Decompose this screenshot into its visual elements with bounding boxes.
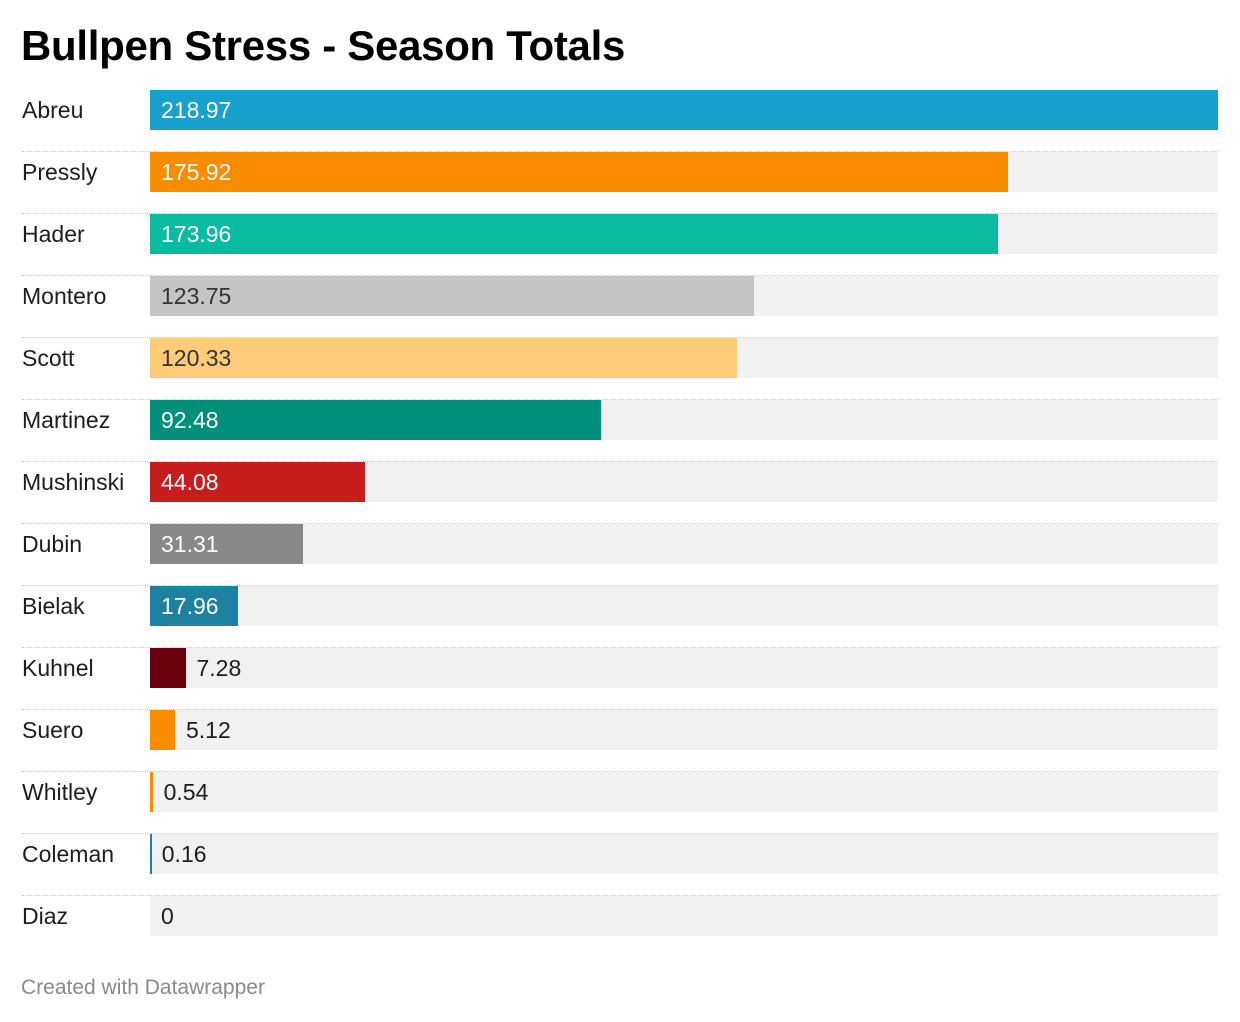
bar-track: 173.96 bbox=[150, 214, 1218, 254]
bar-whitley[interactable] bbox=[150, 772, 153, 812]
bar-track: 0.54 bbox=[150, 772, 1218, 812]
category-label: Bielak bbox=[22, 593, 85, 619]
bar-abreu[interactable] bbox=[150, 90, 1218, 130]
row-divider bbox=[22, 461, 1218, 462]
value-label: 31.31 bbox=[161, 531, 219, 557]
bar-coleman[interactable] bbox=[150, 834, 152, 874]
row-divider bbox=[22, 151, 1218, 152]
value-label: 218.97 bbox=[161, 97, 232, 123]
value-label: 0.16 bbox=[161, 841, 207, 867]
bar-row-diaz: Diaz 0 bbox=[22, 896, 1218, 958]
category-label: Scott bbox=[22, 345, 75, 371]
row-divider bbox=[22, 833, 1218, 834]
value-label: 5.12 bbox=[185, 717, 231, 743]
row-divider bbox=[22, 275, 1218, 276]
bar-row-pressly: Pressly 175.92 bbox=[22, 152, 1218, 214]
value-label: 173.96 bbox=[161, 221, 232, 247]
bar-track: 5.12 bbox=[150, 710, 1218, 750]
bar-dubin[interactable] bbox=[150, 524, 303, 564]
row-divider bbox=[22, 213, 1218, 214]
category-label: Hader bbox=[22, 221, 85, 247]
category-label: Martinez bbox=[22, 407, 111, 433]
bar-track: 44.08 bbox=[150, 462, 1218, 502]
bar-track: 218.97 bbox=[150, 90, 1218, 130]
value-label: 44.08 bbox=[161, 469, 219, 495]
chart-title: Bullpen Stress - Season Totals bbox=[21, 22, 626, 69]
row-divider bbox=[22, 523, 1218, 524]
bar-row-martinez: Martinez 92.48 bbox=[22, 400, 1218, 462]
category-label: Montero bbox=[22, 283, 107, 309]
bar-row-bielak: Bielak 17.96 bbox=[22, 586, 1218, 648]
bar-row-whitley: Whitley 0.54 bbox=[22, 772, 1218, 834]
value-label: 175.92 bbox=[161, 159, 232, 185]
bar-mushinski[interactable] bbox=[150, 462, 365, 502]
row-divider bbox=[22, 895, 1218, 896]
bar-track: 0 bbox=[150, 896, 1218, 936]
row-divider bbox=[22, 771, 1218, 772]
bar-martinez[interactable] bbox=[150, 400, 602, 440]
row-divider bbox=[22, 399, 1218, 400]
category-label: Coleman bbox=[22, 841, 115, 867]
value-label: 123.75 bbox=[161, 283, 232, 309]
bar-row-kuhnel: Kuhnel 7.28 bbox=[22, 648, 1218, 710]
bar-pressly[interactable] bbox=[150, 152, 1009, 192]
row-divider bbox=[22, 709, 1218, 710]
bar-bielak[interactable] bbox=[150, 586, 238, 626]
bar-row-abreu: Abreu 218.97 bbox=[22, 90, 1218, 152]
bar-track: 175.92 bbox=[150, 152, 1218, 192]
bar-track: 31.31 bbox=[150, 524, 1218, 564]
value-label: 92.48 bbox=[161, 407, 219, 433]
bar-track: 17.96 bbox=[150, 586, 1218, 626]
bar-row-coleman: Coleman 0.16 bbox=[22, 834, 1218, 896]
category-label: Diaz bbox=[22, 903, 69, 929]
bar-row-montero: Montero 123.75 bbox=[22, 276, 1218, 338]
bar-row-hader: Hader 173.96 bbox=[22, 214, 1218, 276]
bar-suero[interactable] bbox=[150, 710, 175, 750]
category-label: Suero bbox=[22, 717, 84, 743]
row-divider bbox=[22, 585, 1218, 586]
bar-track: 7.28 bbox=[150, 648, 1218, 688]
value-label: 0.54 bbox=[163, 779, 209, 805]
bar-row-scott: Scott 120.33 bbox=[22, 338, 1218, 400]
bar-kuhnel[interactable] bbox=[150, 648, 186, 688]
category-label: Dubin bbox=[22, 531, 83, 557]
bar-row-dubin: Dubin 31.31 bbox=[22, 524, 1218, 586]
row-divider bbox=[22, 647, 1218, 648]
datawrapper-credit[interactable]: Created with Datawrapper bbox=[21, 976, 265, 999]
bar-track: 0.16 bbox=[150, 834, 1218, 874]
category-label: Whitley bbox=[22, 779, 98, 805]
value-label: 0 bbox=[161, 903, 174, 929]
value-label: 120.33 bbox=[161, 345, 232, 371]
value-label: 7.28 bbox=[196, 655, 242, 681]
bar-hader[interactable] bbox=[150, 214, 999, 254]
category-label: Abreu bbox=[22, 97, 84, 123]
bar-row-mushinski: Mushinski 44.08 bbox=[22, 462, 1218, 524]
bar-track: 120.33 bbox=[150, 338, 1218, 378]
category-label: Mushinski bbox=[22, 469, 125, 495]
bar-row-suero: Suero 5.12 bbox=[22, 710, 1218, 772]
value-label: 17.96 bbox=[161, 593, 219, 619]
row-divider bbox=[22, 337, 1218, 338]
category-label: Pressly bbox=[22, 159, 98, 185]
category-label: Kuhnel bbox=[22, 655, 94, 681]
bar-track: 123.75 bbox=[150, 276, 1218, 316]
bar-montero[interactable] bbox=[150, 276, 754, 316]
bar-track: 92.48 bbox=[150, 400, 1218, 440]
bar-scott[interactable] bbox=[150, 338, 737, 378]
